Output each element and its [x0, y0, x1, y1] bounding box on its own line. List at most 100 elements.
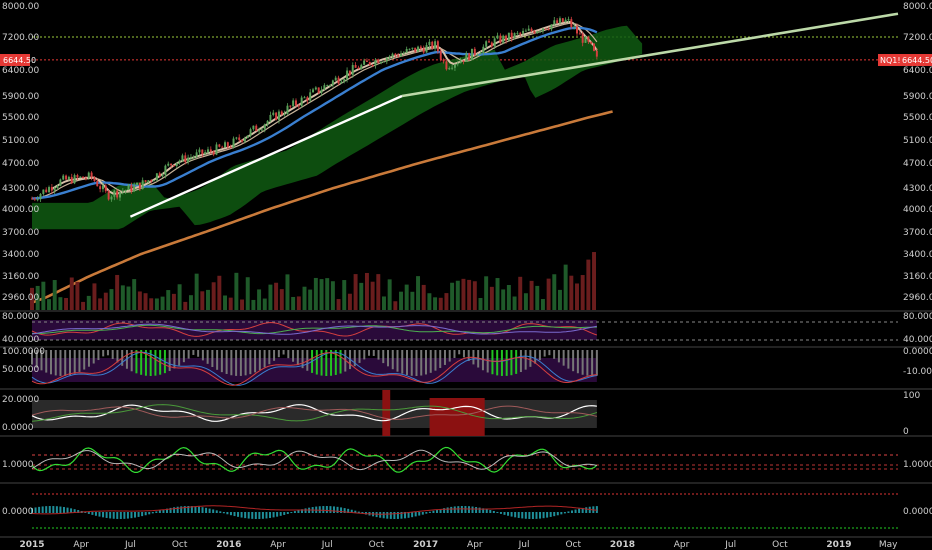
volume-bar	[461, 278, 466, 310]
y-tick-right: 7200.00	[903, 33, 932, 43]
last-price-tag-right: 6644.50	[902, 56, 932, 65]
volume-bar	[126, 286, 131, 310]
volume-bar	[450, 282, 455, 310]
osc-histogram-bar	[226, 512, 229, 515]
osc-histogram-bar	[421, 512, 424, 515]
volume-bar	[557, 289, 562, 310]
y-tick-right: 3400.00	[903, 250, 932, 260]
y-tick-right: 8000.00	[903, 2, 932, 12]
candle-up	[400, 53, 402, 57]
osc-histogram-bar	[325, 506, 328, 513]
osc-histogram-bar	[77, 510, 80, 513]
candle-up	[331, 80, 334, 86]
volume-bar	[177, 284, 182, 310]
y-tick-left: 3700.00	[2, 228, 39, 238]
volume-bar	[319, 279, 324, 310]
osc-histogram-bar	[244, 512, 247, 519]
candle-up	[417, 46, 420, 52]
stoch-histogram-bar	[363, 350, 366, 360]
stoch-histogram-bar	[481, 350, 484, 371]
volume-bar	[359, 282, 364, 310]
ratio-tick-right: 1.0000	[903, 460, 932, 470]
stoch-histogram-bar	[254, 350, 257, 373]
candle-up	[161, 175, 164, 177]
candle-down	[76, 175, 79, 178]
stoch-histogram-bar	[496, 350, 499, 376]
candle-down	[82, 176, 85, 179]
stoch-histogram-bar	[553, 350, 556, 359]
stoch-histogram-bar	[92, 350, 95, 364]
candle-up	[59, 179, 62, 186]
candle-up	[187, 157, 190, 163]
candle-down	[172, 165, 175, 167]
volume-bar	[194, 273, 199, 310]
x-tick-label: Oct	[772, 540, 788, 550]
volume-bar	[529, 280, 534, 310]
osc-histogram-bar	[499, 512, 502, 514]
candle-down	[533, 30, 536, 34]
candle-down	[371, 64, 374, 66]
candle-up	[391, 53, 394, 57]
osc-histogram-bar	[510, 512, 513, 517]
candle-up	[48, 187, 51, 193]
candle-up	[456, 63, 459, 65]
stoch-histogram-bar	[500, 350, 503, 376]
osc-histogram-bar	[34, 507, 37, 513]
candle-up	[553, 20, 556, 25]
candle-down	[473, 48, 476, 55]
candle-up	[329, 85, 332, 87]
stoch-histogram-bar	[434, 350, 437, 371]
osc-histogram-bar	[485, 509, 488, 513]
volume-bar	[291, 296, 296, 310]
candle-down	[561, 18, 564, 22]
osc-histogram-bar	[66, 507, 69, 513]
stoch-histogram-bar	[377, 350, 380, 360]
osc-histogram-bar	[475, 507, 478, 513]
candle-up	[127, 184, 130, 191]
stoch-histogram-bar	[534, 350, 537, 364]
candle-down	[431, 41, 434, 49]
symbol-tag-bg	[878, 54, 900, 66]
stoch-histogram-bar	[591, 350, 594, 376]
candle-down	[414, 47, 417, 52]
volume-bar	[183, 301, 188, 310]
stoch-histogram-bar	[102, 350, 105, 357]
candle-up	[147, 180, 150, 182]
ratio-signal-line	[31, 449, 598, 471]
y-tick-right: 5900.00	[903, 92, 932, 102]
candle-down	[45, 189, 48, 193]
candle-down	[212, 151, 215, 155]
stoch-histogram-bar	[201, 350, 204, 361]
volume-bar	[518, 276, 523, 310]
candle-down	[445, 61, 448, 70]
stoch-histogram-bar	[334, 350, 337, 375]
candle-up	[249, 129, 252, 136]
volume-bar	[427, 293, 432, 310]
candle-up	[260, 129, 263, 131]
rsi-aux-line	[31, 323, 597, 335]
candle-up	[323, 85, 326, 90]
osc-histogram-bar	[467, 506, 470, 513]
candle-up	[564, 19, 567, 22]
osc-histogram-bar	[31, 508, 33, 513]
osc-histogram-bar	[521, 512, 524, 519]
stoch-tick-right: -10.0000	[903, 367, 932, 377]
stoch-histogram-bar	[391, 350, 394, 370]
candle-down	[394, 53, 397, 56]
candle-up	[425, 45, 428, 53]
osc-tick-left: 0.0000	[2, 507, 34, 517]
stoch-histogram-bar	[111, 350, 114, 359]
stoch-histogram-bar	[448, 350, 451, 362]
adx-tick-left: 0.0000	[2, 423, 34, 433]
candle-up	[363, 60, 366, 65]
osc-histogram-bar	[546, 512, 549, 518]
candle-up	[522, 30, 525, 34]
candle-up	[411, 47, 414, 49]
volume-bar	[433, 297, 438, 310]
osc-histogram-bar	[460, 506, 463, 513]
stoch-histogram-bar	[273, 350, 276, 361]
stoch-tick-left: 100.0000	[2, 347, 45, 357]
stoch-histogram-bar	[358, 350, 361, 363]
